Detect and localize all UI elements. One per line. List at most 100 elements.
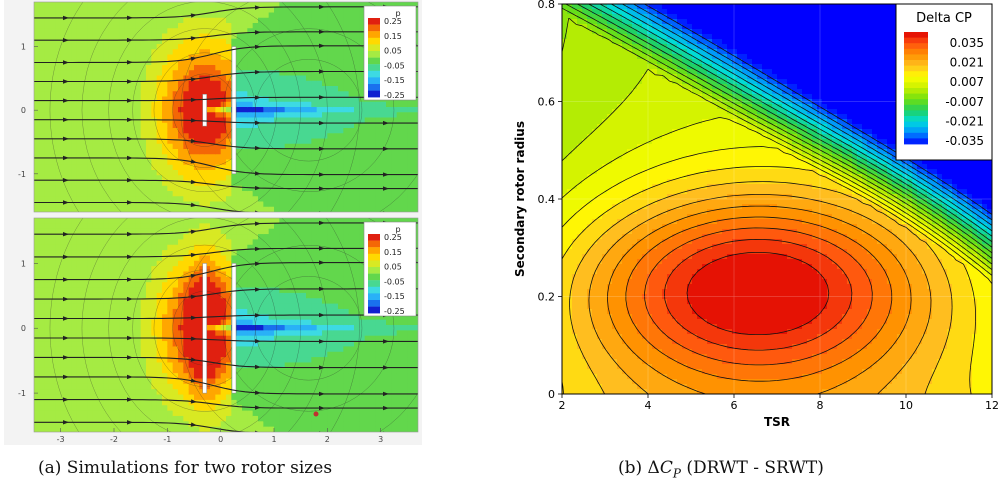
pressure-cell <box>370 107 376 113</box>
pressure-cell <box>34 159 40 166</box>
pressure-cell <box>327 12 334 19</box>
pressure-cell <box>268 175 275 182</box>
pressure-cell <box>156 75 163 82</box>
pressure-cell <box>71 17 78 24</box>
pressure-cell <box>290 383 296 390</box>
pressure-cell <box>162 196 168 203</box>
pressure-cell <box>98 44 104 50</box>
pressure-cell <box>247 133 254 140</box>
pressure-cell <box>274 351 280 358</box>
pressure-cell <box>140 138 147 145</box>
pressure-cell <box>151 180 158 187</box>
pressure-cell <box>284 266 291 273</box>
pressure-cell <box>204 244 211 251</box>
pressure-cell <box>103 260 110 267</box>
pressure-cell <box>50 117 56 124</box>
pressure-cell <box>343 112 350 119</box>
pressure-cell <box>215 314 222 321</box>
pressure-cell <box>242 159 248 166</box>
pressure-cell <box>82 154 88 161</box>
pressure-cell <box>199 185 206 192</box>
pressure-cell <box>103 239 110 246</box>
pressure-cell <box>66 357 72 364</box>
pressure-cell <box>55 96 62 103</box>
pressure-cell <box>236 159 243 166</box>
pressure-cell <box>236 308 243 315</box>
pressure-cell <box>247 180 254 187</box>
pressure-cell <box>274 70 280 77</box>
pressure-cell <box>71 112 78 119</box>
pressure-cell <box>162 383 168 390</box>
streamline-arrow <box>254 44 261 50</box>
pressure-cell <box>167 394 174 401</box>
pressure-cell <box>226 80 232 87</box>
pressure-cell <box>76 228 83 235</box>
pressure-cell <box>71 175 78 182</box>
pressure-cell <box>98 410 104 417</box>
pressure-cell <box>210 389 216 396</box>
pressure-cell <box>140 75 147 82</box>
pressure-cell <box>172 218 179 224</box>
pressure-cell <box>311 112 318 119</box>
pressure-cell <box>146 415 152 422</box>
pressure-cell <box>311 191 318 197</box>
pressure-cell <box>151 298 158 305</box>
pressure-cell <box>268 228 275 235</box>
pressure-cell <box>140 180 147 187</box>
pressure-cell <box>386 154 392 161</box>
pressure-cell <box>300 159 307 166</box>
pressure-cell <box>242 54 248 61</box>
pressure-cell <box>407 206 414 212</box>
pressure-cell <box>199 201 206 208</box>
pressure-cell <box>354 38 360 45</box>
pressure-cell <box>210 54 216 61</box>
upstream-isoline <box>132 28 277 193</box>
pressure-cell <box>44 218 51 224</box>
pressure-cell <box>178 96 184 103</box>
pressure-cell <box>343 128 350 134</box>
pressure-cell <box>50 75 56 82</box>
pressure-cell <box>183 228 190 235</box>
pressure-cell <box>87 91 94 98</box>
pressure-cell <box>140 112 147 119</box>
pressure-cell <box>76 117 83 124</box>
pressure-cell <box>178 303 184 310</box>
pressure-cell <box>167 271 174 278</box>
pressure-cell <box>199 325 206 331</box>
pressure-cell <box>199 250 206 257</box>
pressure-cell <box>76 415 83 422</box>
pressure-cell <box>274 276 280 283</box>
pressure-cell <box>66 44 72 50</box>
pressure-cell <box>71 373 78 380</box>
pressure-cell <box>140 234 147 240</box>
pressure-cell <box>135 389 142 396</box>
pressure-cell <box>375 117 382 124</box>
pressure-cell <box>412 191 418 197</box>
pressure-cell <box>103 218 110 224</box>
pressure-cell <box>66 373 72 380</box>
pressure-cell <box>242 44 248 50</box>
pressure-cell <box>50 330 56 337</box>
pressure-cell <box>39 138 46 145</box>
pressure-cell <box>306 138 312 145</box>
pressure-cell <box>167 346 174 353</box>
pressure-cell <box>332 112 339 119</box>
pressure-cell <box>226 335 232 342</box>
pressure-cell <box>231 415 238 422</box>
pressure-cell <box>140 255 147 262</box>
pressure-cell <box>34 133 40 140</box>
pressure-cell <box>199 303 206 310</box>
pressure-cell <box>386 133 392 140</box>
pressure-cell <box>114 394 120 401</box>
pressure-cell <box>252 357 259 364</box>
pressure-cell <box>322 44 328 50</box>
pressure-cell <box>39 70 46 77</box>
pressure-cell <box>354 138 360 145</box>
pressure-cell <box>284 314 291 321</box>
pressure-cell <box>55 75 62 82</box>
pressure-cell <box>354 12 360 19</box>
pressure-cell <box>210 70 216 77</box>
pressure-cell <box>39 239 46 246</box>
pressure-cell <box>348 96 355 103</box>
pressure-cell <box>332 107 339 113</box>
